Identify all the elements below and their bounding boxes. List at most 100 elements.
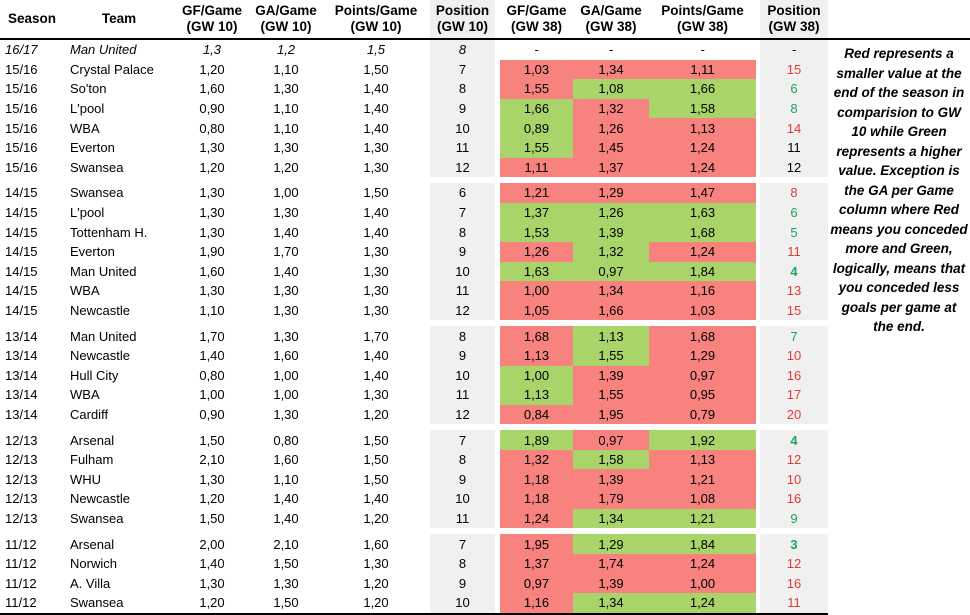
cell-season: 14/15	[5, 224, 38, 240]
cell-ga-gw10: 1,40	[273, 491, 299, 507]
cell-gf-gw10: 1,3	[202, 42, 222, 58]
cell-position-gw10: 8	[430, 79, 495, 99]
cell-position-gw10: 9	[430, 573, 495, 594]
cell-gf-gw38: 1,32	[500, 449, 573, 470]
cell-ga-gw10: 1,30	[273, 81, 299, 97]
cell-season: 11/12	[5, 556, 37, 572]
cell-season: 13/14	[5, 348, 38, 364]
cell-position-gw38: 8	[760, 183, 828, 203]
cell-season: 12/13	[5, 491, 38, 507]
cell-points-gw10: 1,30	[363, 387, 389, 403]
cell-position-gw10: 12	[430, 300, 495, 321]
table-row: 14/15 Everton 1,90 1,70 1,30 9 1,26 1,32 1,24 11	[0, 241, 970, 262]
cell-points-gw10: 1,40	[363, 367, 389, 383]
cell-points-gw10: 1,20	[363, 406, 389, 422]
table-row: 12/13 WHU 1,30 1,10 1,50 9 1,18 1,39 1,21 10	[0, 469, 970, 490]
cell-points-gw10: 1,50	[363, 185, 389, 201]
cell-season: 12/13	[5, 510, 38, 526]
season-group-gap	[0, 320, 970, 327]
cell-position-gw10: 8	[430, 553, 495, 574]
cell-ga-gw38: 1,45	[573, 137, 649, 158]
cell-points-gw38: 1,16	[649, 281, 756, 301]
cell-ga-gw38: 1,58	[573, 449, 649, 470]
cell-ga-gw38: 1,29	[573, 183, 649, 203]
cell-position-gw10: 11	[430, 508, 495, 529]
cell-season: 12/13	[5, 452, 38, 468]
cell-ga-gw38: 1,32	[573, 241, 649, 262]
cell-season: 13/14	[5, 328, 38, 344]
cell-team: Arsenal	[70, 432, 115, 448]
cell-team: Swansea	[70, 185, 124, 201]
season-group-gap	[0, 177, 970, 184]
header-line1: Points/Game	[334, 3, 418, 18]
cell-team: Tottenham H.	[70, 224, 148, 240]
cell-team: A. Villa	[70, 575, 111, 591]
table-header: Season Team GF/Game (GW 10) GA/Game (GW 10) Po…	[0, 0, 970, 40]
cell-gf-gw38: 0,89	[500, 118, 573, 138]
cell-gf-gw38: 1,95	[500, 534, 573, 554]
cell-ga-gw38: 1,39	[573, 469, 649, 490]
header-line1: Season	[7, 11, 57, 26]
cell-season: 11/12	[5, 536, 37, 552]
cell-points-gw38: 1,13	[649, 449, 756, 470]
table-row: 11/12 Swansea 1,20 1,50 1,20 10 1,16 1,34 1,24 11	[0, 593, 970, 613]
cell-team: Everton	[70, 244, 115, 260]
cell-gf-gw10: 1,30	[199, 185, 225, 201]
cell-season: 13/14	[5, 367, 38, 383]
header-line2: (GW 10)	[186, 19, 238, 34]
note-text: Red represents a smaller value at the en…	[830, 46, 968, 334]
cell-season: 16/17	[5, 42, 38, 58]
cell-position-gw10: 7	[430, 59, 495, 80]
cell-ga-gw10: 2,10	[273, 536, 299, 552]
cell-season: 11/12	[5, 595, 37, 611]
cell-points-gw38: 1,84	[649, 261, 756, 282]
table-row: 15/16 So'ton 1,60 1,30 1,40 8 1,55 1,08 1,66 6	[0, 79, 970, 99]
header-line2: (GW 38)	[585, 19, 637, 34]
cell-position-gw10: 8	[430, 449, 495, 470]
cell-ga-gw38: 1,95	[573, 404, 649, 425]
cell-points-gw10: 1,50	[363, 452, 389, 468]
cell-ga-gw38: 1,08	[573, 79, 649, 99]
table-row: 12/13 Arsenal 1,50 0,80 1,50 7 1,89 0,97 1,92 4	[0, 430, 970, 450]
table-row: 13/14 Newcastle 1,40 1,60 1,40 9 1,13 1,55 1,29 1…	[0, 345, 970, 366]
cell-ga-gw10: 1,30	[273, 328, 299, 344]
table-row: 13/14 Cardiff 0,90 1,30 1,20 12 0,84 1,95 0,79 20	[0, 404, 970, 425]
cell-gf-gw38: 1,55	[500, 79, 573, 99]
cell-season: 14/15	[5, 244, 38, 260]
cell-season: 15/16	[5, 101, 38, 117]
cell-position-gw38: 14	[760, 118, 828, 138]
cell-ga-gw10: 1,30	[273, 140, 299, 156]
cell-position-gw10: 10	[430, 261, 495, 282]
cell-gf-gw38: 1,55	[500, 137, 573, 158]
cell-position-gw38: 10	[760, 345, 828, 366]
cell-points-gw10: 1,40	[363, 101, 389, 117]
cell-points-gw38: 1,21	[649, 508, 756, 529]
header-gf-gw10: GF/Game (GW 10)	[174, 0, 250, 38]
cell-points-gw38: 1,92	[649, 430, 756, 450]
table-row: 14/15 Man United 1,60 1,40 1,30 10 1,63 0,97 1,8…	[0, 261, 970, 282]
cell-team: Swansea	[70, 159, 124, 175]
table-row: 15/16 Everton 1,30 1,30 1,30 11 1,55 1,45 1,24 11	[0, 137, 970, 158]
cell-team: Newcastle	[70, 303, 130, 319]
header-position-gw10: Position (GW 10)	[430, 0, 495, 38]
season-group-gap	[0, 424, 970, 431]
cell-team: WBA	[70, 120, 100, 136]
header-position-gw38: Position (GW 38)	[760, 0, 828, 38]
cell-position-gw10: 10	[430, 489, 495, 509]
cell-gf-gw38: 0,97	[500, 573, 573, 594]
cell-gf-gw38: 1,66	[500, 98, 573, 119]
cell-position-gw10: 8	[430, 40, 495, 60]
table-row: 13/14 Man United 1,70 1,30 1,70 8 1,68 1,13 1,68…	[0, 326, 970, 346]
cell-gf-gw10: 1,60	[199, 263, 225, 279]
table-row: 14/15 Swansea 1,30 1,00 1,50 6 1,21 1,29 1,47 8	[0, 183, 970, 203]
cell-gf-gw10: 1,00	[199, 387, 225, 403]
cell-position-gw38: 16	[760, 489, 828, 509]
cell-team: Newcastle	[70, 348, 130, 364]
cell-gf-gw10: 2,10	[199, 452, 225, 468]
cell-gf-gw38: 1,00	[500, 281, 573, 301]
cell-season: 15/16	[5, 81, 38, 97]
cell-points-gw38: -	[700, 42, 705, 58]
cell-gf-gw10: 1,10	[199, 303, 225, 319]
cell-gf-gw38: 1,53	[500, 222, 573, 242]
cell-gf-gw10: 1,30	[199, 471, 225, 487]
